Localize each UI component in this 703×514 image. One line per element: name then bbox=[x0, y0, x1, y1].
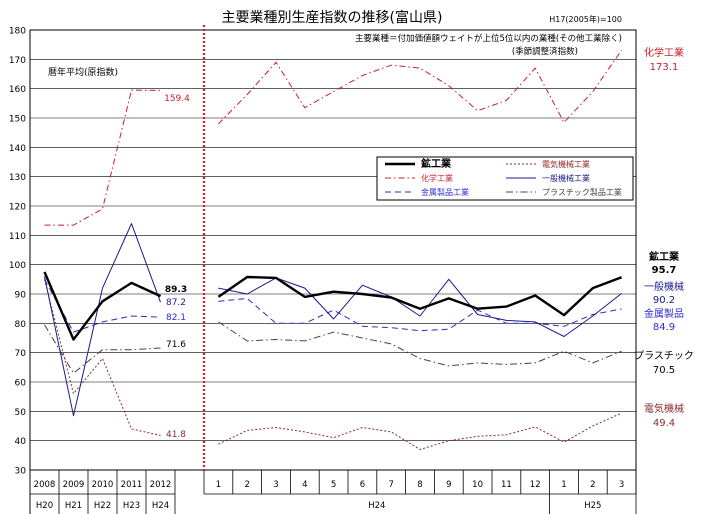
series-kagaku-monthly-line bbox=[218, 49, 623, 125]
x-tick-month: 10 bbox=[472, 480, 483, 490]
right-value-denki: 49.4 bbox=[653, 418, 675, 429]
series-kougyou-monthly-line bbox=[217, 275, 623, 317]
right-value-kagaku: 173.1 bbox=[650, 62, 679, 73]
series-kinzoku-monthly-line bbox=[218, 297, 622, 332]
y-tick-label: 180 bbox=[9, 27, 26, 37]
legend-label-kougyou: 鉱工業 bbox=[421, 157, 452, 170]
x-tick-month: 2 bbox=[590, 480, 595, 490]
legend-label-kagaku: 化学工業 bbox=[421, 173, 453, 183]
x-tick-month: 3 bbox=[619, 480, 624, 490]
x-year-label-h24: H24 bbox=[368, 501, 385, 511]
series-kougyou-annual-line bbox=[43, 271, 161, 341]
x-tick-year: 2008 bbox=[34, 480, 56, 490]
x-tick-month: 9 bbox=[446, 480, 451, 490]
right-value-kinzoku: 84.9 bbox=[653, 322, 675, 333]
legend-label-plastic: プラスチック製品工業 bbox=[542, 187, 622, 197]
legend-label-ippan: 一般機械工業 bbox=[542, 173, 590, 183]
series-kagaku-annual-line bbox=[44, 89, 161, 226]
y-tick-label: 40 bbox=[15, 437, 27, 447]
annual-value-kougyou: 89.3 bbox=[165, 285, 187, 295]
annual-value-ippan: 87.2 bbox=[166, 298, 186, 308]
y-tick-label: 160 bbox=[9, 85, 26, 95]
y-tick-label: 70 bbox=[15, 349, 27, 359]
y-tick-label: 120 bbox=[9, 203, 26, 213]
legend-box bbox=[376, 156, 634, 201]
x-tick-month: 3 bbox=[273, 480, 278, 490]
x-tick-era: H23 bbox=[123, 501, 140, 511]
right-label-kougyou: 鉱工業 bbox=[649, 250, 680, 263]
y-tick-label: 90 bbox=[15, 291, 27, 301]
right-label-kagaku: 化学工業 bbox=[644, 46, 684, 59]
series-denki-monthly-line bbox=[218, 412, 622, 450]
right-label-kinzoku: 金属製品 bbox=[644, 307, 684, 320]
series-layer bbox=[43, 49, 623, 450]
note-line-1: 主要業種＝付加価値額ウェイトが上位5位以内の業種(その他工業除く) bbox=[355, 33, 622, 44]
x-tick-era: H21 bbox=[65, 501, 82, 511]
y-tick-label: 60 bbox=[15, 379, 27, 389]
y-tick-label: 30 bbox=[15, 467, 27, 477]
right-label-denki: 電気機械 bbox=[644, 402, 684, 415]
y-tick-label: 170 bbox=[9, 56, 26, 66]
series-ippan-monthly-line bbox=[218, 277, 622, 337]
x-tick-year: 2010 bbox=[92, 480, 114, 490]
legend-label-denki: 電気機械工業 bbox=[542, 159, 590, 169]
x-tick-month: 6 bbox=[360, 480, 365, 490]
series-plastic-annual-line bbox=[44, 324, 161, 374]
series-ippan-annual-line bbox=[44, 223, 161, 417]
series-plastic-monthly-line bbox=[218, 321, 622, 367]
annual-value-kinzoku: 82.1 bbox=[166, 313, 186, 323]
labels-layer: 159.4 89.3 87.2 82.1 71.6 41.8 化学工業 173.1 鉱工業 95.… bbox=[164, 46, 694, 440]
y-tick-label: 100 bbox=[9, 261, 26, 271]
x-tick-year: 2012 bbox=[150, 480, 172, 490]
x-tick-month: 12 bbox=[530, 480, 541, 490]
x-tick-month: 11 bbox=[501, 480, 512, 490]
x-tick-month: 1 bbox=[561, 480, 566, 490]
y-tick-label: 140 bbox=[9, 144, 26, 154]
x-tick-era: H20 bbox=[36, 501, 53, 511]
plot-frame bbox=[29, 29, 637, 471]
grid-layer bbox=[30, 29, 636, 471]
series-denki-annual-line bbox=[44, 279, 161, 436]
legend-label-kinzoku: 金属製品工業 bbox=[421, 187, 469, 197]
y-tick-label: 110 bbox=[9, 232, 26, 242]
annual-value-plastic: 71.6 bbox=[166, 340, 186, 350]
annual-value-denki: 41.8 bbox=[166, 430, 186, 440]
x-tick-month: 7 bbox=[388, 480, 393, 490]
annual-value-kagaku: 159.4 bbox=[164, 94, 190, 104]
right-value-kougyou: 95.7 bbox=[652, 265, 677, 276]
right-label-plastic: プラスチック bbox=[634, 350, 694, 362]
x-tick-month: 2 bbox=[244, 480, 249, 490]
y-tick-label: 130 bbox=[9, 173, 26, 183]
axes-layer: 3040506070809010011012013014015016017018… bbox=[9, 25, 637, 514]
x-year-label-h25: H25 bbox=[584, 501, 601, 511]
x-tick-month: 4 bbox=[302, 480, 307, 490]
x-tick-month: 1 bbox=[216, 480, 221, 490]
y-tick-label: 80 bbox=[15, 320, 27, 330]
x-tick-era: H24 bbox=[152, 501, 169, 511]
x-tick-month: 8 bbox=[417, 480, 422, 490]
chart-title: 主要業種別生産指数の推移(富山県) bbox=[222, 9, 443, 26]
base-note: H17(2005年)=100 bbox=[549, 14, 622, 24]
x-tick-year: 2011 bbox=[121, 480, 143, 490]
right-value-ippan: 90.2 bbox=[653, 295, 675, 306]
y-tick-label: 50 bbox=[15, 408, 27, 418]
x-tick-year: 2009 bbox=[63, 480, 85, 490]
right-value-plastic: 70.5 bbox=[653, 365, 675, 376]
annual-note: 暦年平均(原指数) bbox=[48, 66, 118, 78]
x-tick-month: 5 bbox=[331, 480, 336, 490]
note-line-2: (季節調整済指数) bbox=[512, 46, 578, 57]
y-tick-label: 150 bbox=[9, 115, 26, 125]
x-tick-era: H22 bbox=[94, 501, 111, 511]
right-label-ippan: 一般機械 bbox=[644, 280, 684, 293]
